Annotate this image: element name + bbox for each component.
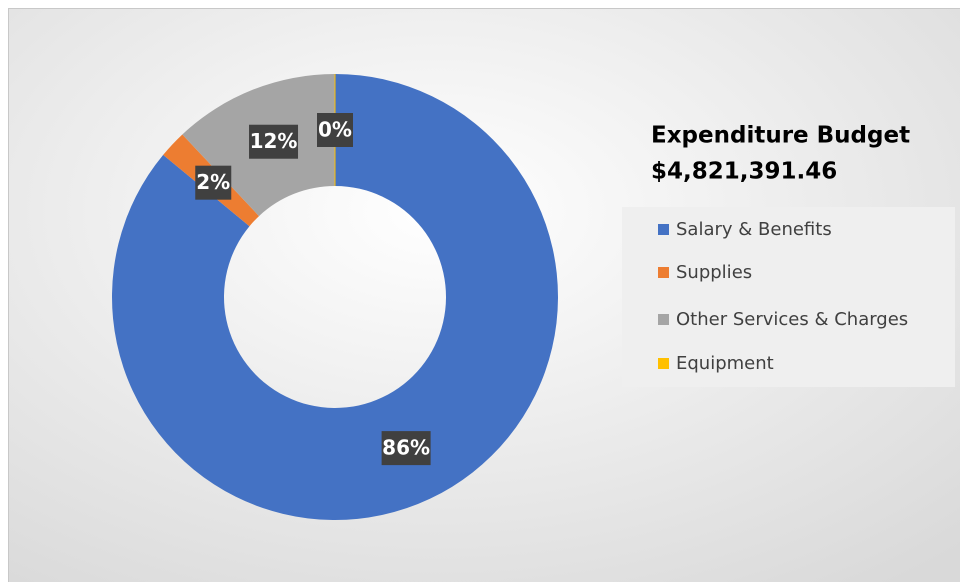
legend-swatch [658,358,669,369]
legend-label: Supplies [676,262,752,283]
data-label: 0% [318,118,352,142]
chart-subtitle: $4,821,391.46 [651,159,837,185]
data-label: 2% [196,170,230,194]
data-label: 12% [250,129,298,153]
legend-label: Salary & Benefits [676,219,832,240]
legend-swatch [658,314,669,325]
legend-swatch [658,267,669,278]
chart-title: Expenditure Budget [651,123,910,149]
legend-label: Equipment [676,353,774,374]
legend-label: Other Services & Charges [676,309,908,330]
legend-swatch [658,224,669,235]
data-label: 86% [382,436,430,460]
